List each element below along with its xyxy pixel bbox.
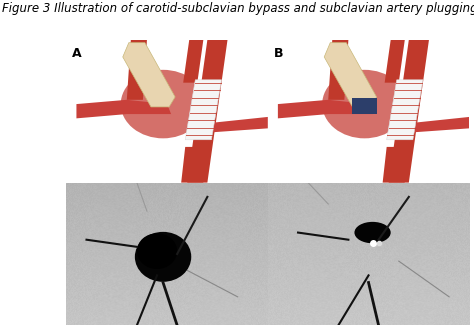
Polygon shape xyxy=(387,80,423,140)
Polygon shape xyxy=(409,117,469,132)
Text: Figure 3 Illustration of carotid-subclavian bypass and subclavian artery pluggin: Figure 3 Illustration of carotid-subclav… xyxy=(2,2,474,15)
Polygon shape xyxy=(183,40,203,83)
Ellipse shape xyxy=(137,233,177,269)
Polygon shape xyxy=(278,100,373,118)
Polygon shape xyxy=(123,43,175,107)
Ellipse shape xyxy=(322,70,407,138)
Polygon shape xyxy=(328,40,348,100)
Polygon shape xyxy=(185,80,221,140)
Ellipse shape xyxy=(121,70,205,138)
Text: A: A xyxy=(73,47,82,60)
Polygon shape xyxy=(127,40,147,100)
Text: B: B xyxy=(274,47,283,60)
Polygon shape xyxy=(385,40,405,83)
Polygon shape xyxy=(383,147,405,183)
Ellipse shape xyxy=(355,222,391,243)
Polygon shape xyxy=(177,40,228,183)
Polygon shape xyxy=(379,40,429,183)
Polygon shape xyxy=(76,100,171,118)
Ellipse shape xyxy=(135,232,191,282)
Polygon shape xyxy=(324,43,376,107)
FancyBboxPatch shape xyxy=(352,98,376,114)
Polygon shape xyxy=(181,147,203,183)
Polygon shape xyxy=(207,117,268,132)
